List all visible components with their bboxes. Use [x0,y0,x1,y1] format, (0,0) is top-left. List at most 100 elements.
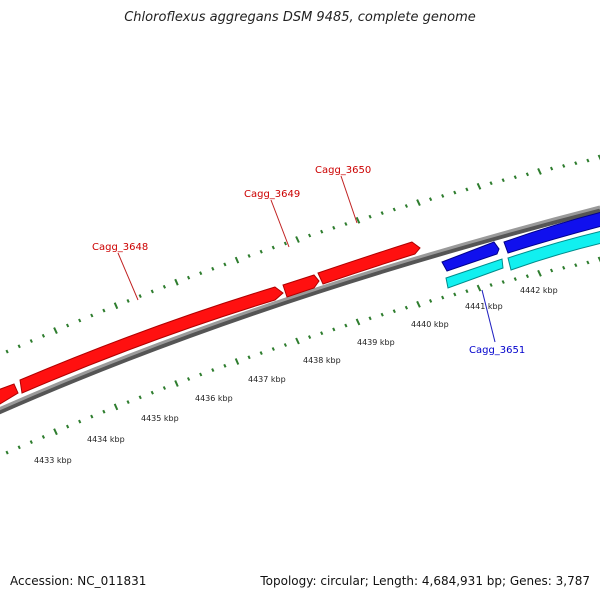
inner-tick [525,274,530,279]
gene-arrow-reverse-right[interactable] [503,212,600,254]
outer-tick [307,233,312,238]
inner-tick [29,440,33,445]
outer-tick [78,318,82,323]
genome-backbone [0,205,600,411]
inner-tick [247,355,251,360]
gene-labels: Cagg_3648 Cagg_3649 Cagg_3650 Cagg_3651 [92,165,525,356]
inner-tick [295,337,300,345]
gene-label-cagg-3649[interactable]: Cagg_3649 [244,189,300,200]
gene-label-cagg-3650[interactable]: Cagg_3650 [315,165,371,176]
outer-tick [320,229,324,234]
genome-title: Chloroflexus aggregans DSM 9485, complet… [124,10,476,25]
leader-cagg-3650 [340,175,358,224]
gene-arrow-cagg-3651[interactable] [441,241,500,272]
inner-tick [453,292,457,297]
accession-text: Accession: NC_011831 [10,574,147,588]
inner-tick [65,424,70,429]
scale-label: 4435 kbp [141,414,179,423]
inner-tick [271,347,275,351]
leader-cagg-3651 [481,289,496,343]
genome-backbone-shadow [0,207,600,415]
gene-cds-cagg-3651 [445,258,504,289]
inner-tick [574,263,578,268]
outer-tick [332,225,336,230]
gene-arrow-cagg-3648[interactable] [19,286,284,394]
inner-tick [392,309,396,314]
inner-tick [416,300,421,308]
inner-tick [404,305,409,310]
gene-cds-reverse-right [507,230,600,271]
outer-tick [126,298,130,303]
inner-tick [113,403,119,411]
inner-tick [17,445,21,450]
outer-tick [537,167,542,175]
scale-labels: 4433 kbp 4434 kbp 4435 kbp 4436 kbp 4437… [34,286,558,465]
outer-tick [234,256,240,264]
outer-tick [174,278,179,286]
gene-arrow-cagg-3650[interactable] [317,241,421,285]
outer-tick [441,193,445,198]
outer-tick [380,211,384,216]
inner-tick [307,335,312,340]
forward-genes [0,241,421,405]
inner-tick [186,377,191,381]
gene-arrow-cagg-3649[interactable] [282,274,320,298]
outer-tick [549,166,554,171]
inner-tick [5,450,9,455]
scale-label: 4441 kbp [465,302,503,311]
inner-tick [476,284,482,292]
inner-tick [41,434,46,439]
outer-tick [65,323,70,328]
genome-summary-text: Topology: circular; Length: 4,684,931 bp… [260,574,590,588]
inner-tick [355,318,361,326]
outer-tick [283,241,288,246]
outer-tick [489,181,493,186]
inner-tick [53,428,58,436]
outer-tick [53,327,58,335]
outer-tick [247,253,251,258]
outer-tick [271,245,275,250]
inner-tick [597,256,600,263]
inner-tick [501,280,505,284]
leader-cagg-3648 [117,252,139,301]
outer-tick [150,289,154,294]
inner-tick [174,380,179,387]
outer-tick [416,199,421,207]
gene-label-cagg-3648[interactable]: Cagg_3648 [92,242,148,253]
scale-label: 4439 kbp [357,338,395,347]
outer-tick [465,187,469,192]
outer-tick [368,214,372,219]
inner-tick [283,343,288,347]
inner-tick [102,409,106,414]
scale-label: 4437 kbp [248,375,286,384]
inner-tick [332,327,336,332]
outer-tick [513,175,517,180]
inner-tick [150,390,154,395]
gene-label-leaders [117,175,496,343]
inner-tick [489,283,493,287]
scale-label: 4434 kbp [87,435,125,444]
outer-tick [211,266,215,271]
outer-tick [295,236,300,243]
reverse-genes [441,212,600,289]
inner-tick [537,269,542,277]
outer-tick [562,163,566,168]
inner-tick [90,414,94,419]
outer-tick [29,339,33,343]
inner-tick [234,358,240,365]
outer-tick-row [5,154,600,354]
outer-tick [392,207,396,212]
outer-tick [90,313,94,318]
outer-tick [428,197,433,202]
outer-tick [453,190,457,195]
gene-arrow-left-partial[interactable] [0,383,19,405]
scale-label: 4436 kbp [195,394,233,403]
gene-label-cagg-3651[interactable]: Cagg_3651 [469,345,525,356]
outer-tick [17,344,21,349]
inner-tick [465,289,469,294]
inner-tick [320,331,324,336]
outer-tick [355,216,361,224]
outer-tick [404,204,409,208]
outer-tick [223,262,227,267]
